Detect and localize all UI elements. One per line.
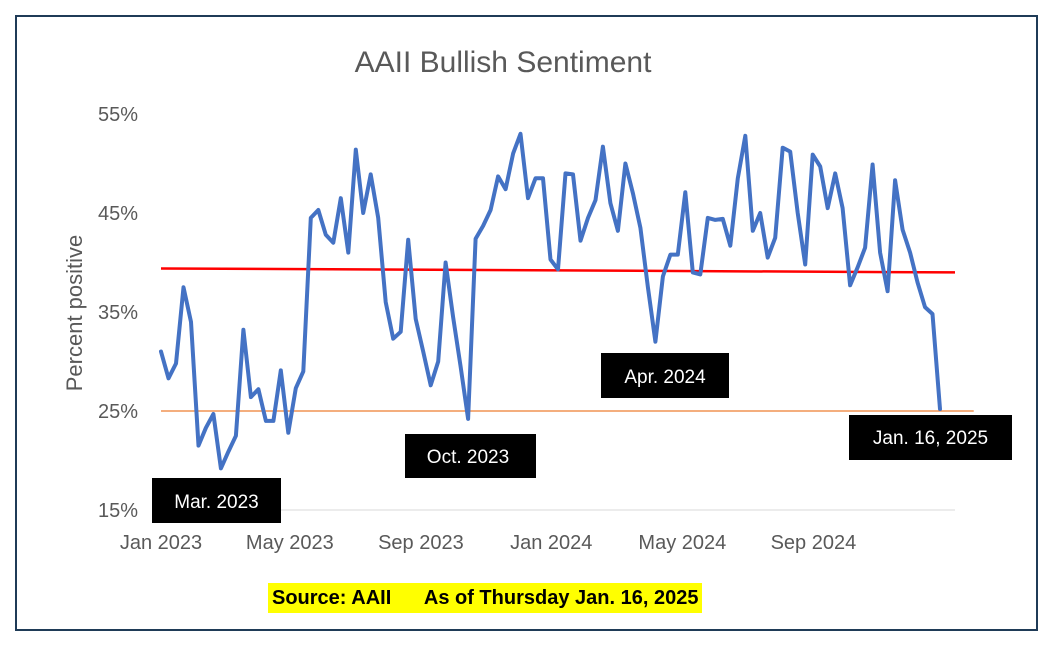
x-tick-label: Jan 2023 (120, 532, 202, 554)
y-axis-label: Percent positive (62, 235, 87, 392)
y-tick-label: 55% (98, 104, 138, 126)
source-note: Source: AAII As of Thursday Jan. 16, 202… (268, 583, 703, 613)
callout-box (601, 353, 729, 398)
y-tick-label: 25% (98, 401, 138, 423)
callout-label: Apr. 2024 (624, 367, 706, 388)
series-line-bullish (159, 131, 942, 471)
y-tick-label: 35% (98, 302, 138, 324)
callout-box (152, 478, 281, 523)
x-tick-label: May 2024 (638, 532, 726, 554)
callout-box (849, 415, 1012, 460)
callout-box (405, 434, 536, 478)
series-layer (159, 131, 942, 471)
callout-apr-2024: Apr. 2024 (601, 353, 729, 398)
x-tick-label: May 2023 (246, 532, 334, 554)
chart-title: AAII Bullish Sentiment (355, 46, 652, 79)
x-tick-label: Sep 2023 (378, 532, 464, 554)
callout-jan-2025: Jan. 16, 2025 (849, 415, 1012, 460)
chart-frame (15, 15, 1038, 631)
callout-label: Oct. 2023 (427, 447, 509, 468)
x-tick-label: Sep 2024 (771, 532, 857, 554)
y-tick-label: 45% (98, 203, 138, 225)
x-tick-label: Jan 2024 (510, 532, 592, 554)
callout-label: Jan. 16, 2025 (873, 428, 988, 449)
callout-mar-2023: Mar. 2023 (152, 478, 281, 523)
y-tick-label: 15% (98, 500, 138, 522)
callout-label: Mar. 2023 (174, 492, 259, 513)
y-axis-ticks: 15% 25% 35% 45% 55% (98, 104, 138, 522)
callout-oct-2023: Oct. 2023 (405, 434, 536, 478)
x-axis-ticks: Jan 2023 May 2023 Sep 2023 Jan 2024 May 2024… (120, 532, 856, 554)
